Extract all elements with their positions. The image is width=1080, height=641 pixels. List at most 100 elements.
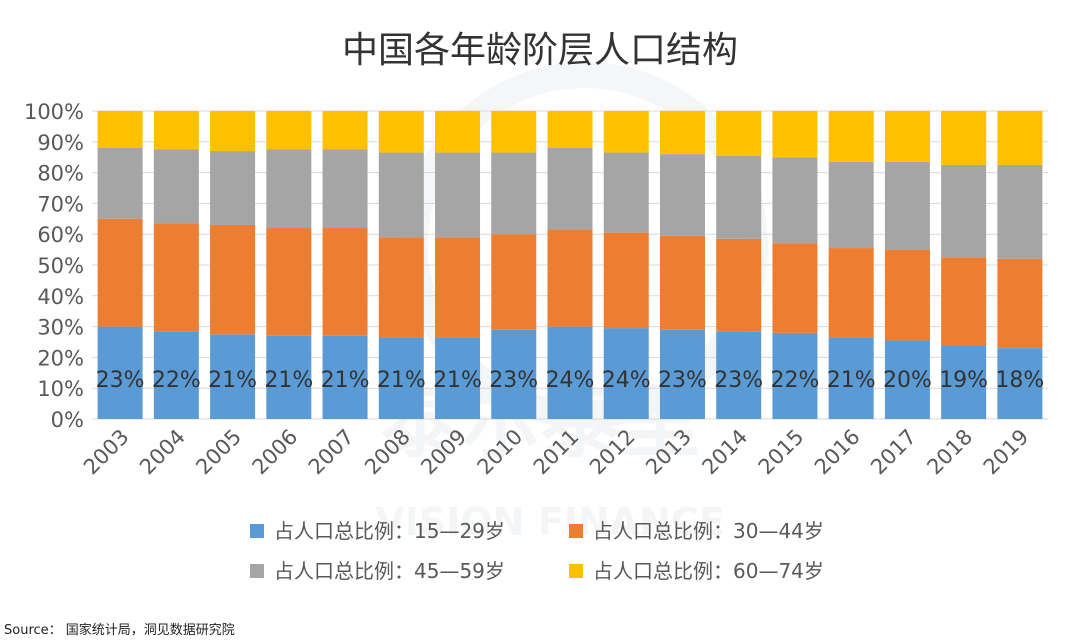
bar-segment-2010-s1: [491, 329, 537, 419]
data-label: 22%: [152, 368, 201, 393]
bar-segment-2011-s2: [547, 229, 593, 327]
bar-segment-2017-s2: [884, 249, 930, 341]
bar-segment-2010-s4: [491, 111, 537, 153]
bar-segment-2014-s4: [716, 111, 762, 156]
bar-segment-2008-s2: [378, 237, 424, 338]
y-axis: 0% 10% 20% 30% 40% 50% 60% 70% 80% 90% 100%: [24, 100, 84, 432]
bar-segment-2009-s2: [435, 237, 481, 338]
bar-segment-2016-s1: [828, 337, 874, 419]
bar-segment-2003-s4: [97, 111, 143, 148]
bar-segment-2018-s2: [941, 257, 987, 346]
bar-segment-2018-s3: [941, 164, 987, 258]
data-label: 22%: [770, 368, 819, 393]
y-tick-label: 70%: [37, 192, 84, 216]
bar-segment-2012-s4: [603, 111, 649, 153]
legend-label: 占人口总比例：60—74岁: [593, 559, 824, 583]
bar-segment-2012-s2: [603, 232, 649, 329]
x-tick-label: 2005: [191, 425, 246, 480]
bar-segment-2016-s3: [828, 161, 874, 249]
source-note: Source： 国家统计局，洞见数据研究院: [4, 623, 235, 638]
x-tick-label: 2019: [979, 425, 1034, 480]
chart-title: 中国各年龄阶层人口结构: [342, 30, 738, 71]
bar-segment-2004-s1: [153, 331, 199, 419]
bar-segment-2018-s4: [941, 111, 987, 165]
data-label: 21%: [377, 368, 426, 393]
y-tick-label: 80%: [37, 162, 84, 186]
bar-segment-2011-s1: [547, 326, 593, 419]
data-label: 19%: [939, 368, 988, 393]
data-label: 24%: [602, 368, 651, 393]
bar-segment-2007-s1: [322, 335, 368, 419]
bar-segment-2011-s3: [547, 147, 593, 230]
data-label: 18%: [995, 368, 1044, 393]
bar-segment-2006-s3: [266, 149, 312, 229]
bar-segment-2015-s2: [772, 243, 818, 333]
y-tick-label: 40%: [37, 285, 84, 309]
data-label: 21%: [264, 368, 313, 393]
bar-segment-2019-s2: [997, 258, 1043, 349]
y-tick-label: 50%: [37, 254, 84, 278]
y-tick-label: 60%: [37, 223, 84, 247]
bar-segment-2013-s2: [659, 235, 705, 330]
x-tick-label: 2015: [754, 425, 809, 480]
data-label: 21%: [321, 368, 370, 393]
bar-segment-2008-s3: [378, 152, 424, 238]
x-tick-label: 2003: [79, 425, 134, 480]
legend-label: 占人口总比例：30—44岁: [593, 519, 824, 543]
bar-segment-2009-s1: [435, 337, 481, 419]
x-tick-label: 2017: [866, 425, 921, 480]
bar-segment-2005-s3: [210, 151, 256, 225]
y-tick-label: 20%: [37, 346, 84, 370]
bar-segment-2008-s1: [378, 337, 424, 419]
data-label: 24%: [546, 368, 595, 393]
svg-text:VISION FINANCE: VISION FINANCE: [375, 500, 724, 544]
bar-segment-2014-s2: [716, 238, 762, 332]
bar-segment-2014-s3: [716, 155, 762, 239]
y-tick-label: 90%: [37, 131, 84, 155]
bar-segment-2015-s1: [772, 332, 818, 419]
legend-label: 占人口总比例：45—59岁: [274, 559, 505, 583]
bar-segment-2005-s2: [210, 224, 256, 335]
bar-segment-2015-s3: [772, 157, 818, 244]
bar-segment-2003-s3: [97, 147, 143, 219]
bar-segment-2009-s3: [435, 152, 481, 238]
bar-segment-2007-s4: [322, 111, 368, 150]
data-label: 21%: [827, 368, 876, 393]
bar-segment-2017-s3: [884, 161, 930, 250]
bar-segment-2017-s1: [884, 340, 930, 419]
bar-segment-2004-s4: [153, 111, 199, 150]
bar-segment-2019-s1: [997, 348, 1043, 419]
bar-segment-2005-s1: [210, 334, 256, 419]
bar-segment-2004-s3: [153, 149, 199, 224]
bar-segment-2007-s2: [322, 228, 368, 336]
bar-segment-2011-s4: [547, 111, 593, 148]
data-label: 23%: [96, 368, 145, 393]
bar-segment-2009-s4: [435, 111, 481, 153]
bar-segment-2019-s3: [997, 164, 1043, 259]
bar-segment-2013-s4: [659, 111, 705, 155]
bar-segment-2008-s4: [378, 111, 424, 153]
x-tick-label: 2004: [135, 425, 190, 480]
data-label: 23%: [714, 368, 763, 393]
bar-segment-2013-s1: [659, 329, 705, 419]
bar-segment-2016-s4: [828, 111, 874, 162]
bar-segment-2010-s2: [491, 234, 537, 330]
bar-segment-2007-s3: [322, 149, 368, 229]
bar-segment-2012-s3: [603, 152, 649, 233]
legend-swatch: [569, 564, 583, 578]
bar-segment-2015-s4: [772, 111, 818, 158]
bar-segment-2005-s4: [210, 111, 256, 152]
bar-segment-2006-s2: [266, 228, 312, 336]
y-tick-label: 30%: [37, 316, 84, 340]
y-tick-label: 10%: [37, 377, 84, 401]
bars: [97, 111, 1043, 419]
legend-swatch: [250, 524, 264, 538]
bar-segment-2003-s1: [97, 326, 143, 419]
bar-segment-2010-s3: [491, 152, 537, 235]
legend-label: 占人口总比例：15—29岁: [274, 519, 505, 543]
bar-segment-2006-s4: [266, 111, 312, 150]
data-label: 20%: [883, 368, 932, 393]
bar-segment-2016-s2: [828, 248, 874, 338]
bar-segment-2012-s1: [603, 328, 649, 419]
